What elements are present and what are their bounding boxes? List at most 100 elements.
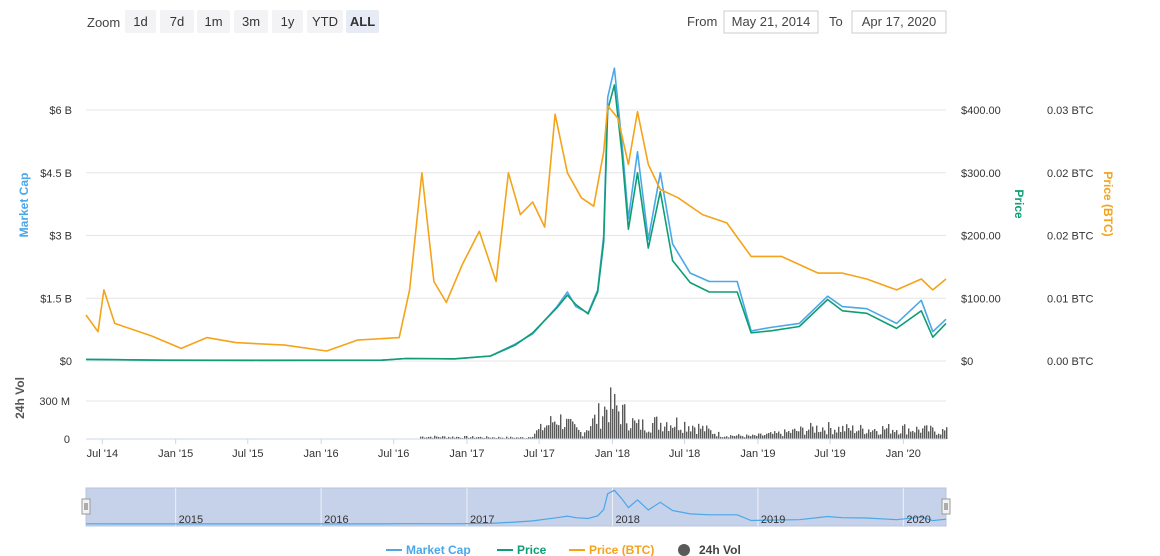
- volume-bar: [474, 437, 476, 439]
- price-btc-tick-label: 0.03 BTC: [1047, 105, 1094, 117]
- navigator-left-handle[interactable]: [81, 498, 91, 515]
- volume-bar: [440, 437, 442, 439]
- volume-bar: [928, 431, 930, 439]
- volume-bar: [554, 421, 556, 439]
- volume-bar: [622, 404, 624, 439]
- volume-bar: [642, 419, 644, 439]
- volume-bar: [920, 432, 922, 439]
- volume-bar: [592, 418, 594, 439]
- from-date-input[interactable]: May 21, 2014: [723, 10, 819, 34]
- zoom-button-label: 1m: [204, 14, 222, 29]
- market-cap-tick-label: $4.5 B: [40, 168, 72, 180]
- x-axis-tick-label: Jan '16: [304, 448, 339, 460]
- legend: Market Cap Price Price (BTC) 24h Vol: [386, 543, 741, 556]
- legend-item[interactable]: Price (BTC): [569, 543, 654, 556]
- volume-bar: [776, 433, 778, 439]
- volume-bar: [610, 387, 612, 439]
- navigator-right-handle[interactable]: [941, 498, 951, 515]
- volume-bar: [846, 424, 848, 439]
- x-axis-tick-label: Jan '19: [740, 448, 775, 460]
- x-axis-tick-label: Jul '17: [523, 448, 554, 460]
- volume-bar: [844, 431, 846, 439]
- price-btc-tick-label: 0.01 BTC: [1047, 293, 1094, 305]
- volume-bar: [778, 431, 780, 439]
- volume-bar: [828, 422, 830, 439]
- volume-bar: [786, 432, 788, 439]
- legend-item[interactable]: Price: [497, 543, 547, 556]
- volume-bar: [510, 436, 512, 439]
- volume-bar: [668, 431, 670, 439]
- volume-bar: [888, 424, 890, 439]
- volume-axis-title: 24h Vol: [13, 377, 27, 419]
- volume-bar: [766, 433, 768, 439]
- volume-bar: [514, 437, 516, 439]
- main-series-layer: [85, 67, 947, 362]
- volume-bar: [530, 437, 532, 439]
- volume-bar: [650, 432, 652, 439]
- volume-bar: [582, 436, 584, 439]
- volume-bar: [838, 426, 840, 439]
- volume-bar: [466, 435, 468, 439]
- volume-bar: [696, 434, 698, 439]
- volume-bar: [588, 430, 590, 439]
- volume-bar: [708, 428, 710, 439]
- zoom-button-1y[interactable]: 1y: [272, 10, 303, 33]
- navigator-market-cap-line: [85, 489, 947, 525]
- market-cap-axis-title: Market Cap: [17, 173, 31, 238]
- volume-bar: [594, 414, 596, 439]
- volume-bar: [444, 436, 446, 439]
- zoom-button-ytd[interactable]: YTD: [307, 10, 343, 33]
- volume-bar: [640, 429, 642, 439]
- volume-bar: [780, 433, 782, 439]
- legend-label: Price: [517, 543, 547, 556]
- volume-bar: [678, 430, 680, 439]
- volume-bar: [472, 436, 474, 439]
- volume-bar: [456, 436, 458, 439]
- volume-bar: [726, 436, 728, 439]
- to-date-value: Apr 17, 2020: [862, 14, 936, 29]
- volume-bar: [736, 435, 738, 439]
- x-axis-tick-label: Jan '17: [449, 448, 484, 460]
- volume-bar: [868, 429, 870, 439]
- legend-item[interactable]: Market Cap: [386, 543, 471, 556]
- navigator[interactable]: 2015 2016 2017 2018 2019 2020: [81, 487, 951, 527]
- volume-bar: [538, 429, 540, 439]
- volume-bar: [600, 428, 602, 439]
- zoom-button-1m[interactable]: 1m: [197, 10, 230, 33]
- volume-bar: [886, 428, 888, 439]
- volume-bar: [528, 437, 530, 439]
- x-axis-tick-label: Jan '15: [158, 448, 193, 460]
- volume-bar: [934, 431, 936, 439]
- price-axis-title: Price: [1012, 189, 1026, 219]
- volume-bar: [482, 437, 484, 439]
- volume-bar: [836, 432, 838, 439]
- volume-bar: [612, 408, 614, 439]
- zoom-button-3m[interactable]: 3m: [234, 10, 268, 33]
- toolbar: Zoom 1d 7d 1m 3m 1y YTD ALL From May 21, 2014 …: [87, 10, 947, 34]
- volume-bar: [856, 431, 858, 439]
- volume-bar: [618, 411, 620, 439]
- volume-bar: [434, 435, 436, 439]
- navigator-series: [85, 489, 947, 525]
- zoom-button-label: 7d: [170, 14, 184, 29]
- navigator-year-label: 2018: [615, 514, 639, 526]
- zoom-button-1d[interactable]: 1d: [125, 10, 156, 33]
- volume-bar: [816, 425, 818, 439]
- volume-bar: [784, 429, 786, 439]
- navigator-handles[interactable]: [81, 498, 951, 515]
- volume-bar: [900, 433, 902, 439]
- volume-bar: [742, 436, 744, 439]
- volume-bar: [426, 437, 428, 439]
- zoom-button-7d[interactable]: 7d: [160, 10, 194, 33]
- volume-bar: [824, 430, 826, 439]
- volume-bar: [662, 431, 664, 439]
- volume-bar: [858, 430, 860, 439]
- volume-bar: [798, 431, 800, 439]
- zoom-button-all[interactable]: ALL: [346, 10, 379, 33]
- volume-bar: [436, 436, 438, 439]
- to-date-input[interactable]: Apr 17, 2020: [851, 10, 947, 34]
- volume-bar: [818, 432, 820, 439]
- volume-bar: [566, 418, 568, 439]
- legend-item[interactable]: 24h Vol: [678, 543, 741, 556]
